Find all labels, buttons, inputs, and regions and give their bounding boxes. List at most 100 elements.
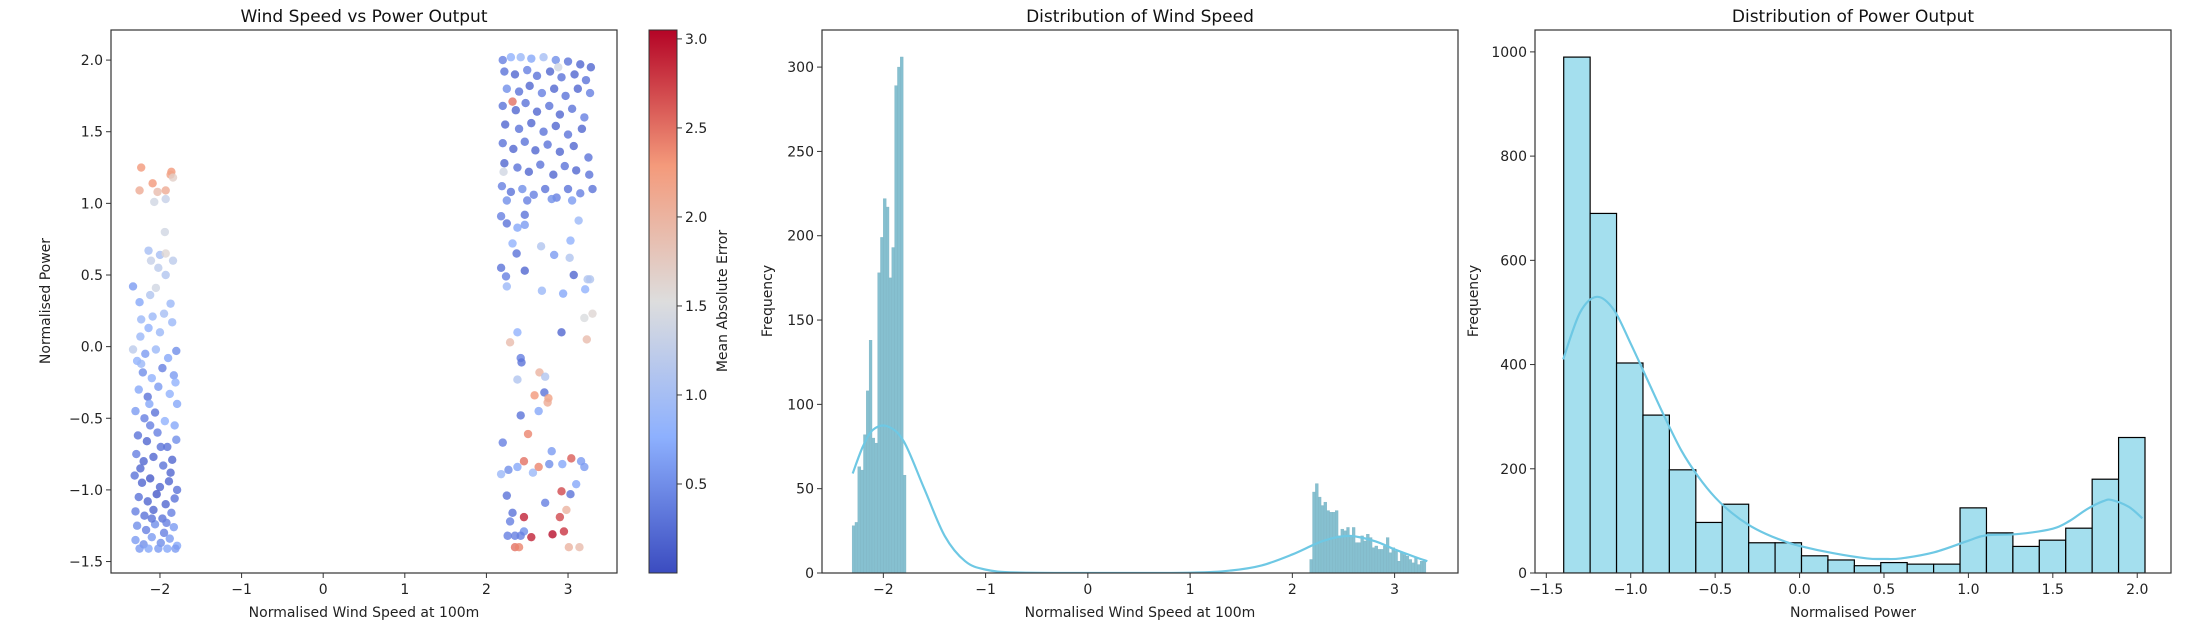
scatter-point (549, 250, 559, 260)
scatter-point (154, 263, 163, 273)
colorbar-tick-label: 1.0 (685, 388, 707, 404)
scatter-point (580, 113, 589, 122)
scatter-point (149, 452, 158, 462)
scatter-point (564, 543, 574, 552)
histogram-bar (854, 522, 859, 573)
scatter-point (140, 414, 149, 423)
scatter-point (148, 312, 157, 321)
histogram-bar (1414, 557, 1418, 573)
scatter-point (516, 53, 525, 62)
histogram-bar (1326, 510, 1330, 573)
scatter-point (153, 428, 162, 437)
scatter-point (505, 338, 515, 347)
scatter-point (514, 124, 524, 134)
scatter-point (169, 522, 179, 532)
histogram-bar (888, 277, 893, 573)
scatter-point (532, 71, 542, 81)
histogram-bar (902, 474, 907, 573)
histogram-bar (1318, 496, 1322, 573)
y-tick-label: 2.0 (81, 53, 103, 69)
scatter-point (151, 283, 161, 293)
scatter-point (571, 166, 581, 175)
x-tick-label: 3 (1390, 582, 1399, 598)
scatter-point (585, 275, 595, 284)
scatter-point (145, 421, 155, 430)
scatter-point (557, 328, 566, 337)
y-tick-label: −1.0 (69, 483, 103, 499)
scatter-point (537, 88, 547, 98)
scatter-point (508, 97, 517, 106)
scatter-point (168, 256, 178, 265)
scatter-point (161, 270, 170, 280)
histogram-bar (868, 340, 873, 573)
y-tick-label: 400 (1500, 358, 1527, 374)
histogram-bar (1369, 537, 1373, 573)
scatter-point (513, 462, 522, 472)
scatter-point (539, 53, 548, 62)
histogram-bar (1320, 505, 1325, 573)
scatter-panel: Wind Speed vs Power Output −2 −1 0 1 2 3−1.5−… (38, 7, 731, 621)
histogram-bar (1332, 512, 1336, 573)
scatter-point (567, 104, 577, 113)
y-tick-label: 200 (1500, 462, 1527, 478)
x-tick-label: −2 (150, 582, 171, 598)
y-tick-label: 1.5 (81, 125, 103, 141)
scatter-point (136, 332, 145, 341)
histogram-bar (883, 198, 887, 573)
scatter-point (154, 382, 163, 391)
colorbar-ticks: 0.5 1.0 1.5 2.0 2.5 3.0 (677, 32, 707, 493)
scatter-point (140, 511, 149, 520)
scatter-point (584, 153, 593, 162)
scatter-point (147, 373, 157, 383)
histogram-bar (1354, 542, 1359, 573)
scatter-point (566, 490, 575, 499)
x-tick-label: −1 (975, 582, 996, 598)
scatter-point (577, 124, 587, 134)
x-tick-label: −0.5 (1698, 582, 1732, 598)
histogram-bar (1615, 362, 1644, 573)
scatter-point (582, 335, 592, 344)
y-tick-label: 0.5 (81, 268, 103, 284)
scatter-point (523, 429, 533, 439)
histogram-bar (1408, 559, 1412, 573)
scatter-point (519, 457, 529, 466)
scatter-point (585, 88, 595, 98)
scatter-point (523, 196, 532, 205)
scatter-point (548, 530, 557, 539)
histogram-bar (1400, 552, 1404, 573)
scatter-point (128, 345, 138, 354)
scatter-point (170, 421, 179, 430)
scatter-point (576, 60, 585, 69)
scatter-point (164, 477, 174, 486)
scatter-point (153, 187, 162, 197)
y-tick-label: 300 (787, 60, 814, 76)
scatter-point (537, 286, 547, 295)
scatter-point (132, 521, 142, 530)
histogram-bar (2038, 539, 2067, 573)
scatter-point (570, 70, 579, 79)
scatter-axes-frame (110, 29, 618, 574)
scatter-point (163, 544, 172, 553)
scatter-point (167, 508, 176, 518)
scatter-point (519, 512, 529, 522)
scatter-point (166, 468, 175, 477)
wind-hist-ticks: −2 −1 0 1 2 3 0 50 100 150 200 250 300 (787, 60, 1399, 598)
scatter-point (545, 101, 554, 111)
scatter-point (540, 498, 550, 507)
scatter-point (154, 544, 163, 553)
histogram-bar (1800, 555, 1829, 573)
x-tick-label: 0.0 (1788, 582, 1810, 598)
scatter-point (513, 223, 522, 232)
histogram-bar (1352, 527, 1356, 573)
y-tick-label: 100 (787, 397, 814, 413)
scatter-point (540, 372, 550, 381)
scatter-point (172, 399, 182, 409)
wind-hist-bars (851, 56, 1428, 573)
x-tick-label: 1 (1186, 582, 1195, 598)
scatter-point (144, 246, 153, 255)
colorbar-label: Mean Absolute Error (715, 230, 731, 373)
scatter-point (496, 212, 506, 221)
scatter-point (145, 474, 155, 483)
scatter-point (161, 249, 170, 258)
scatter-point (128, 282, 138, 291)
